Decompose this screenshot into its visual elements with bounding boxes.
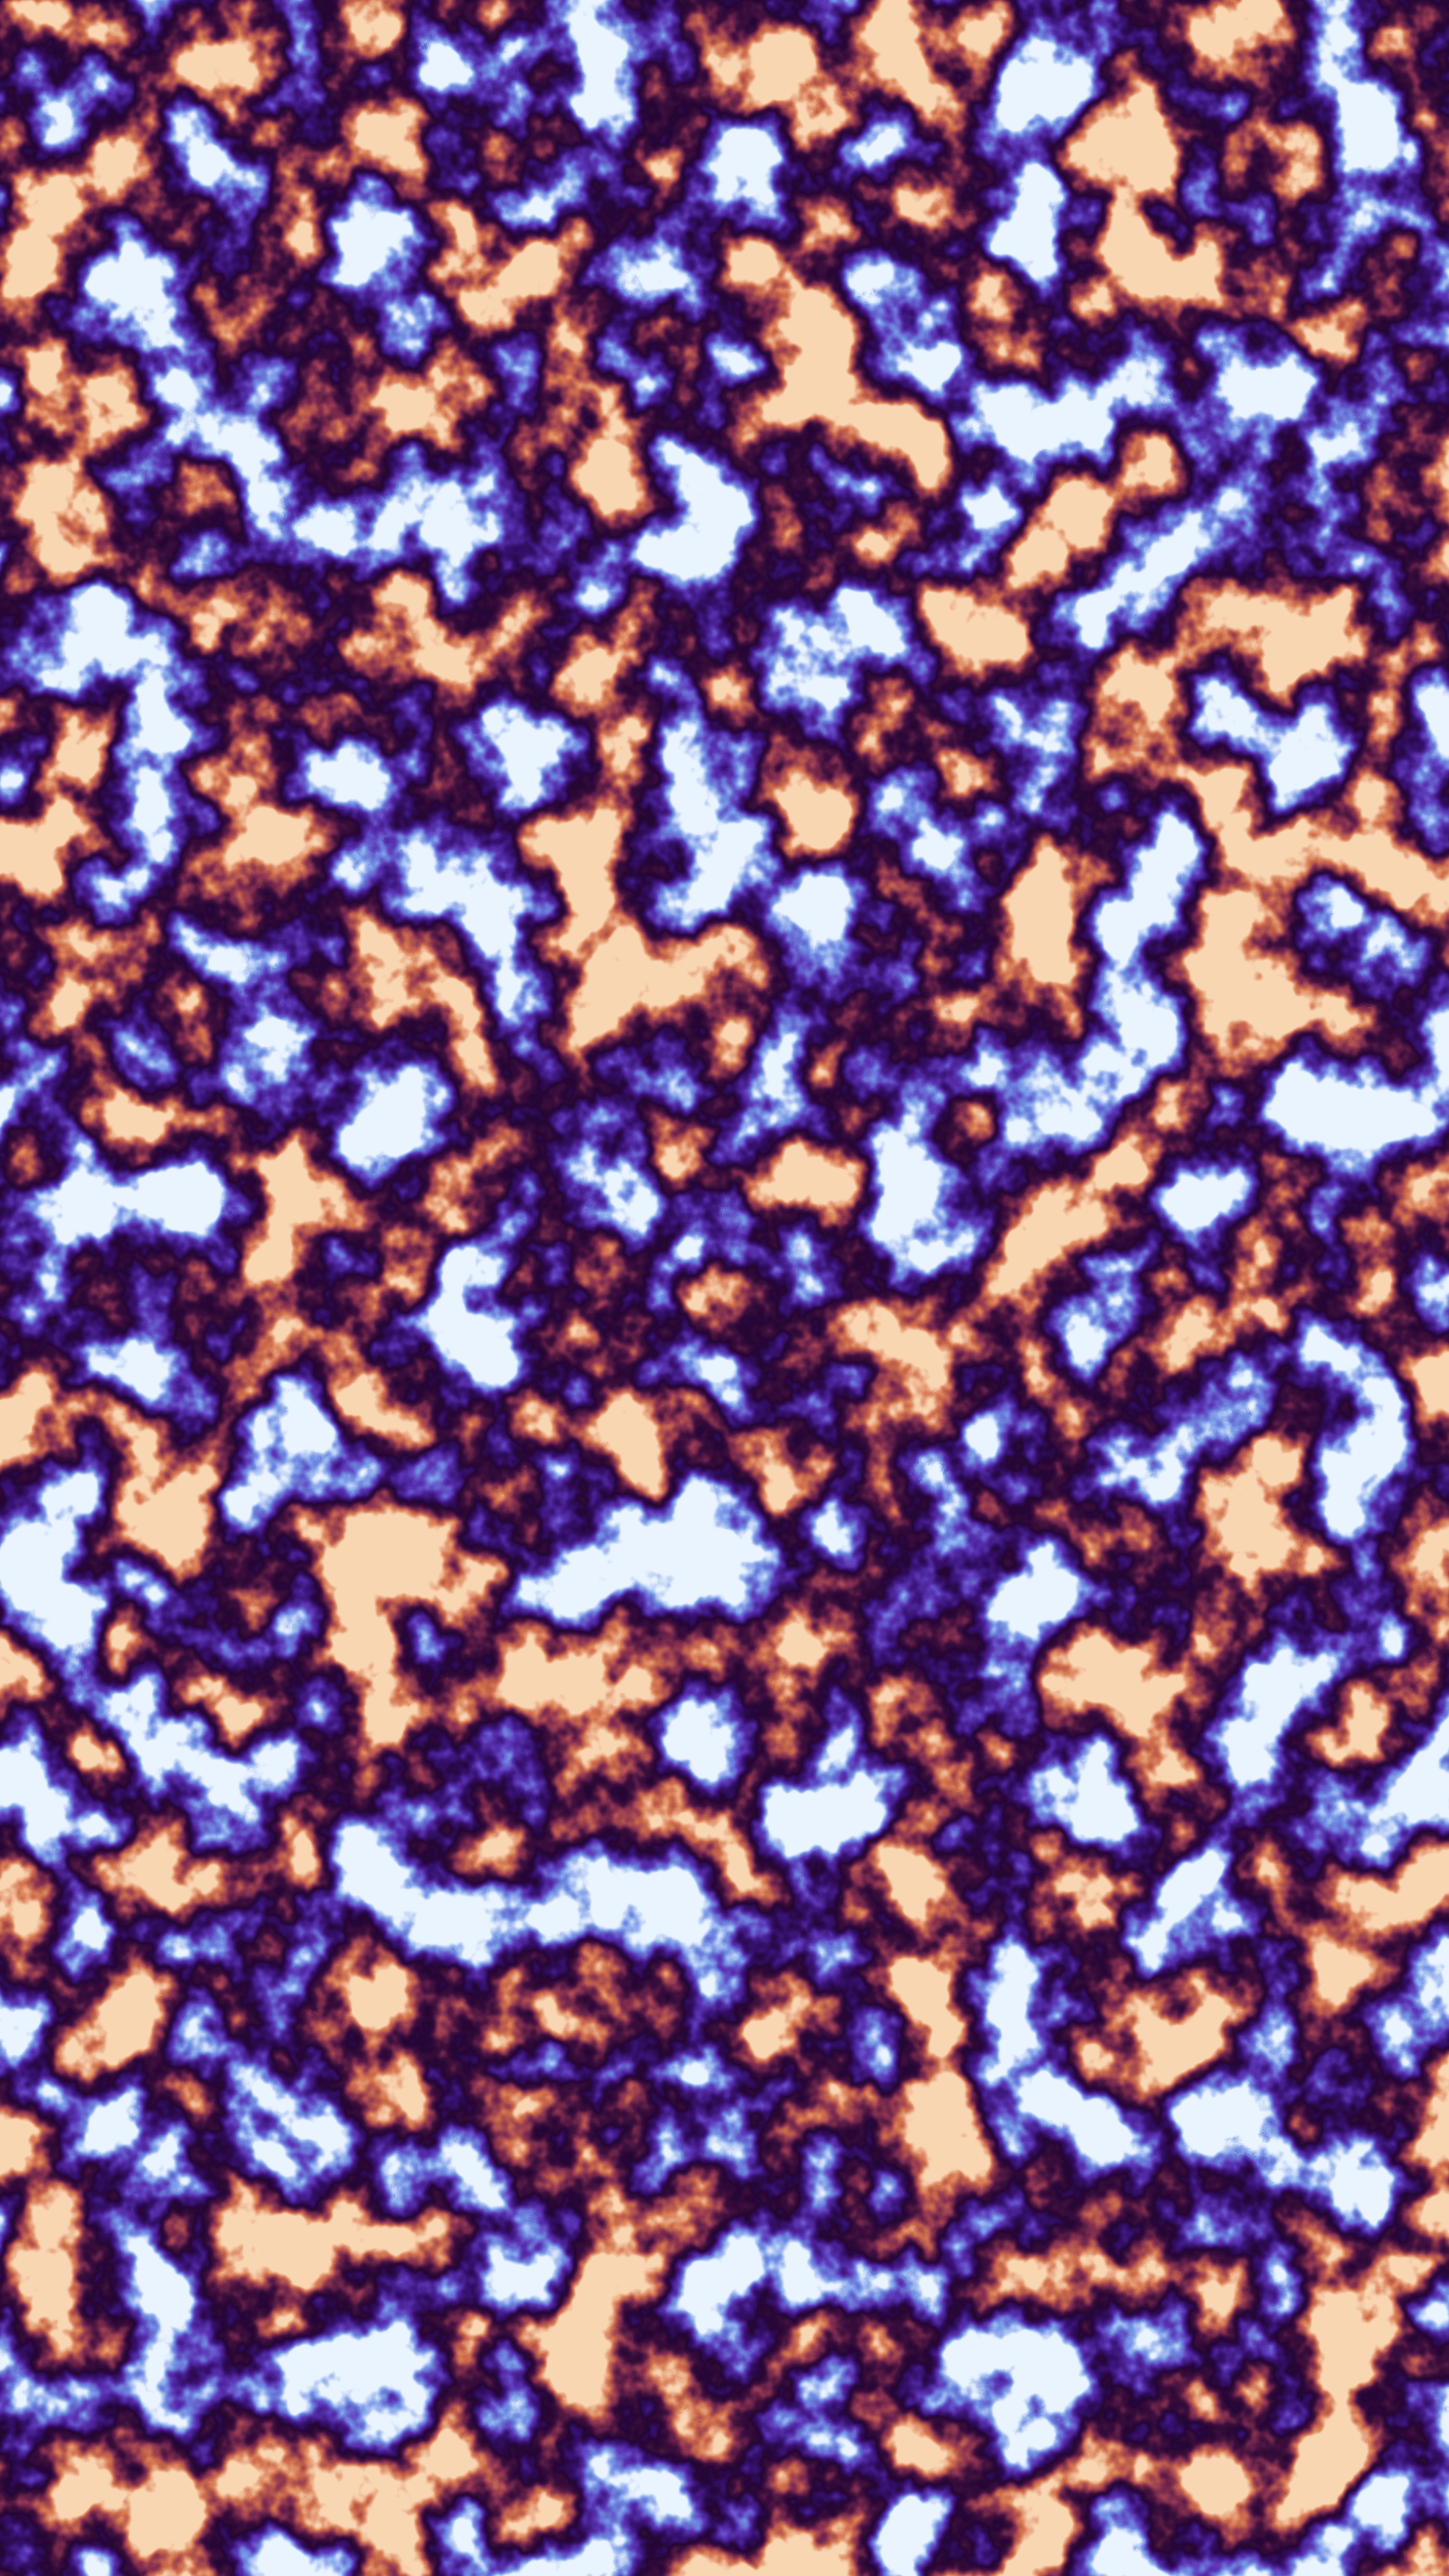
noise-wallpaper: [0, 0, 1449, 2576]
noise-texture: [0, 0, 1449, 2576]
page: (() => { const data = JSON.parse(documen…: [0, 0, 1449, 2576]
